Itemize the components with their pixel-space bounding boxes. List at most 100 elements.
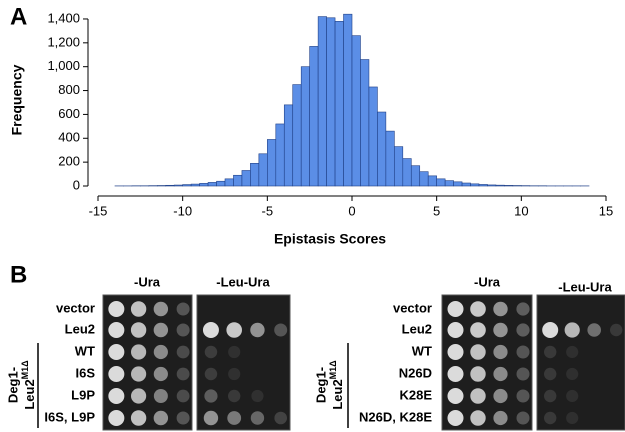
yeast-spot [176,302,190,316]
yeast-spot [202,322,219,338]
histogram-bar [436,178,446,187]
histogram-bar [250,163,260,187]
yeast-spot [564,322,580,338]
histogram-bar [385,130,395,187]
yeast-spot [153,322,169,338]
histogram-bar [233,174,243,187]
yeast-spot [131,388,147,404]
yeast-spot [108,322,125,338]
group-label: Leu2M1Δ [20,360,37,410]
yeast-spot [470,410,486,426]
histogram-bar [326,17,336,187]
yeast-spot [176,367,190,381]
histogram-bar [394,146,404,187]
group-label-superscript: M1Δ [20,360,30,380]
yeast-spot [108,301,125,317]
histogram-bar [309,46,319,187]
yeast-spot [544,389,557,403]
y-tick-label: 1,200 [47,34,80,49]
yeast-spot [153,366,168,382]
histogram-bar [444,180,454,187]
group-label-main: Leu2 [330,379,345,409]
yeast-spot [108,388,125,404]
histogram-bar [360,59,370,187]
yeast-spot [131,344,147,360]
histogram-bar [343,13,353,187]
strain-label: L9P [71,387,95,402]
x-tick-label: 5 [433,203,440,218]
yeast-spot [153,410,169,426]
x-tick-label: 15 [599,203,613,218]
x-axis-label: Epistasis Scores [274,231,386,247]
x-tick-label: 10 [514,203,528,218]
x-tick-label: -5 [262,203,274,218]
histogram-bar [267,139,277,187]
group-label: Deg1- [5,367,20,403]
plate-photo [102,294,193,431]
yeast-spot [204,389,218,403]
yeast-spot [153,301,169,317]
yeast-spot [153,344,168,360]
yeast-spot [228,389,241,403]
x-tick-label: -10 [173,203,192,218]
yeast-spot [516,367,530,381]
yeast-spot [274,411,288,425]
histogram-bar [377,111,387,187]
histogram-bar [419,171,429,187]
media-label: -Leu-Ura [558,279,612,294]
yeast-spot [447,366,464,382]
y-axis-label: Frequency [9,64,25,135]
yeast-spot [227,411,242,425]
yeast-spot [274,323,288,337]
yeast-spot [544,345,557,359]
yeast-spot [516,323,530,337]
histogram-bar [495,184,505,187]
yeast-spot [493,410,508,426]
strain-label: K28E [399,387,432,402]
group-label-main: Leu2 [22,379,37,409]
y-tick-label: 200 [58,154,80,169]
strain-label: Leu2 [65,321,95,336]
histogram-bar [292,84,302,187]
yeast-spot [447,410,464,426]
yeast-spot [566,345,579,359]
histogram-bar [453,181,463,187]
histogram-bar [427,175,437,187]
yeast-spot [131,366,147,382]
y-tick-label: 0 [73,177,80,192]
histogram-bar [351,35,361,187]
yeast-spot [544,411,557,425]
yeast-spot [493,366,508,382]
yeast-spot [516,345,530,359]
histogram-bar [216,180,226,187]
yeast-spot [544,367,557,381]
strain-label: N26D [399,365,432,380]
yeast-spot [251,389,264,403]
yeast-spot [203,410,219,426]
histogram-bar [182,184,192,187]
yeast-spot [447,344,464,360]
y-tick-label: 1,400 [47,10,80,25]
yeast-spot [447,388,464,404]
yeast-spot [228,367,241,381]
y-tick-label: 1,000 [47,58,80,73]
yeast-spot [176,345,190,359]
histogram-bar [470,183,480,187]
yeast-spot [130,322,147,338]
yeast-spot [250,411,265,425]
histogram-bar [258,153,268,187]
media-label: -Ura [134,274,161,289]
yeast-spot [493,344,508,360]
yeast-spot [516,389,530,403]
yeast-spot [470,344,486,360]
yeast-spot [176,389,190,403]
group-label-superscript: M1Δ [328,360,338,380]
histogram-bar [283,104,294,187]
x-tick-label: 0 [348,203,355,218]
yeast-spot [587,323,601,337]
yeast-spot [470,322,486,338]
histogram-bar [504,185,514,187]
plate-photo [196,294,291,431]
yeast-spot [470,366,486,382]
